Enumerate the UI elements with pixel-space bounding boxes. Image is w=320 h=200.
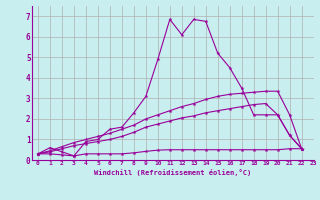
X-axis label: Windchill (Refroidissement éolien,°C): Windchill (Refroidissement éolien,°C) [94, 169, 252, 176]
